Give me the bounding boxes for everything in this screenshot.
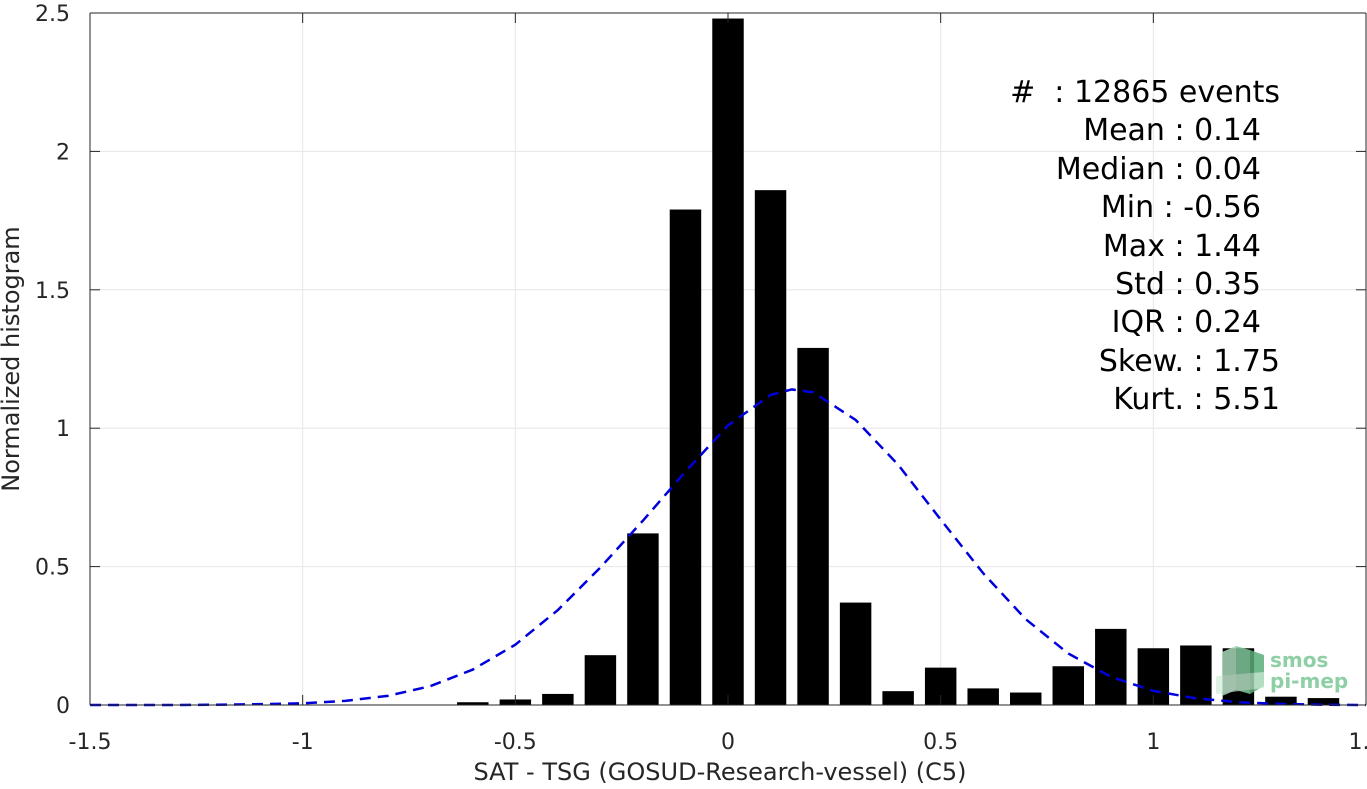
y-axis-label: Normalized histogram — [0, 226, 25, 491]
stat-mean: Mean : 0.14 — [940, 112, 1280, 150]
statistics-annotation: # : 12865 events Mean : 0.14 Median : 0.… — [940, 74, 1280, 420]
x-tick-labels: -1.5 -1 -0.5 0 0.5 1 1.5 — [69, 730, 1367, 755]
x-tick-label: 0.5 — [923, 730, 958, 755]
stat-median: Median : 0.04 — [940, 151, 1280, 189]
histogram-bar — [1053, 666, 1084, 705]
histogram-bar — [840, 603, 871, 705]
histogram-bar — [542, 694, 573, 705]
x-tick-label: 1.5 — [1349, 730, 1367, 755]
x-tick-label: -1.5 — [69, 730, 112, 755]
y-tick-label: 0.5 — [35, 556, 70, 581]
y-tick-label: 1.5 — [35, 279, 70, 304]
x-tick-label: -0.5 — [494, 730, 537, 755]
histogram-bar — [670, 210, 701, 705]
histogram-bar — [967, 688, 998, 705]
stat-skew: Skew. : 1.75 — [940, 343, 1280, 381]
y-tick-label: 2.5 — [35, 2, 70, 27]
histogram-bar — [755, 190, 786, 705]
y-tick-labels: 0 0.5 1 1.5 2 2.5 — [35, 2, 70, 719]
histogram-bar — [585, 655, 616, 705]
y-tick-label: 2 — [56, 140, 70, 165]
x-tick-label: 1 — [1146, 730, 1160, 755]
histogram-bar — [882, 691, 913, 705]
stat-kurt: Kurt. : 5.51 — [940, 381, 1280, 419]
x-tick-label: -1 — [292, 730, 314, 755]
stat-iqr: IQR : 0.24 — [940, 304, 1280, 342]
histogram-bar — [1095, 629, 1126, 705]
y-tick-label: 0 — [56, 694, 70, 719]
histogram-bar — [712, 19, 743, 705]
stat-std: Std : 0.35 — [940, 266, 1280, 304]
logo-mark-icon — [1216, 646, 1264, 696]
x-axis-label: SAT - TSG (GOSUD-Research-vessel) (C5) — [474, 758, 967, 785]
smos-pi-mep-logo: smos pi-mep — [1216, 646, 1348, 696]
x-tick-label: 0 — [721, 730, 735, 755]
histogram-bar — [1010, 693, 1041, 705]
stat-max: Max : 1.44 — [940, 228, 1280, 266]
logo-text-pi-mep: pi-mep — [1270, 669, 1348, 693]
stat-events: # : 12865 events — [940, 74, 1280, 112]
stat-min: Min : -0.56 — [940, 189, 1280, 227]
histogram-bar — [797, 348, 828, 705]
histogram-bar — [1180, 645, 1211, 705]
y-tick-label: 1 — [56, 417, 70, 442]
histogram-bar — [627, 533, 658, 705]
